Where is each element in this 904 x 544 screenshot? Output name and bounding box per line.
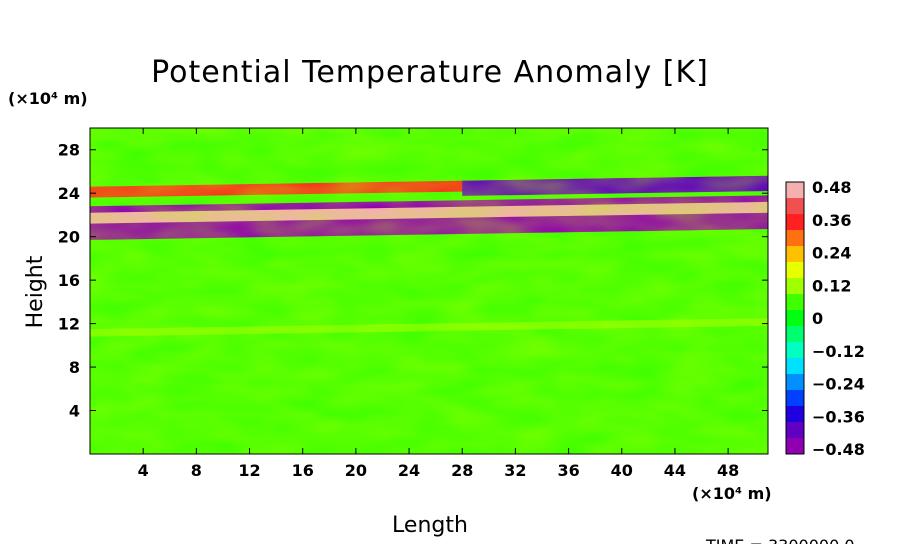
colorbar-swatch <box>786 182 804 199</box>
y-tick-label: 4 <box>69 402 80 421</box>
y-tick-label: 16 <box>58 271 80 290</box>
colorbar-swatch <box>786 278 804 295</box>
colorbar-swatch <box>786 230 804 247</box>
colorbar-swatch <box>786 310 804 327</box>
y-tick-label: 8 <box>69 358 80 377</box>
x-tick-label: 28 <box>451 461 473 480</box>
colorbar-swatch <box>786 214 804 231</box>
colorbar-swatch <box>786 374 804 391</box>
colorbar-swatch <box>786 406 804 423</box>
y-tick-label: 28 <box>58 141 80 160</box>
y-tick-label: 12 <box>58 315 80 334</box>
colorbar-swatch <box>786 422 804 439</box>
colorbar-swatch <box>786 246 804 263</box>
colorbar-swatch <box>786 438 804 455</box>
y-axis-unit: (×10⁴ m) <box>8 89 88 108</box>
time-readout: TIME = 3300000.0 <box>705 536 855 544</box>
colorbar: 0.48 0.36 0.24 0.12 0 −0.12 −0.24 −0.36 −0.48 <box>785 178 865 459</box>
colorbar-frame <box>785 181 805 455</box>
x-tick-label: 32 <box>504 461 526 480</box>
colorbar-swatch <box>786 198 804 215</box>
colorbar-swatch <box>786 390 804 407</box>
x-tick-label: 8 <box>191 461 202 480</box>
colorbar-tick-label: −0.48 <box>812 440 865 459</box>
colorbar-tick-label: 0.24 <box>812 244 851 263</box>
heatmap-texture <box>90 128 768 454</box>
x-tick-label: 48 <box>717 461 739 480</box>
x-tick-label: 36 <box>557 461 579 480</box>
colorbar-swatch <box>786 342 804 359</box>
x-tick-label: 24 <box>398 461 420 480</box>
y-axis-label: Height <box>23 255 48 328</box>
x-tick-label: 20 <box>345 461 367 480</box>
heatmap-plot <box>90 128 768 454</box>
y-tick-label: 24 <box>58 184 80 203</box>
colorbar-swatch <box>786 262 804 279</box>
colorbar-tick-label: 0.36 <box>812 211 851 230</box>
x-tick-label: 44 <box>664 461 686 480</box>
colorbar-tick-label: 0.12 <box>812 276 851 295</box>
x-tick-label: 12 <box>238 461 260 480</box>
chart-title: Potential Temperature Anomaly [K] <box>151 55 709 90</box>
colorbar-swatch <box>786 358 804 375</box>
x-axis-unit: (×10⁴ m) <box>692 484 772 503</box>
colorbar-tick-label: −0.12 <box>812 342 865 361</box>
colorbar-tick-label: −0.36 <box>812 407 865 426</box>
colorbar-swatch <box>786 326 804 343</box>
plot-frame <box>89 127 769 455</box>
y-tick-label: 20 <box>58 228 80 247</box>
colorbar-tick-label: 0 <box>812 309 823 328</box>
x-axis-label: Length <box>392 513 468 538</box>
x-tick-label: 40 <box>611 461 633 480</box>
colorbar-tick-label: −0.24 <box>812 375 865 394</box>
x-tick-label: 16 <box>292 461 314 480</box>
colorbar-swatch <box>786 294 804 311</box>
x-tick-label: 4 <box>138 461 149 480</box>
colorbar-tick-label: 0.48 <box>812 178 851 197</box>
